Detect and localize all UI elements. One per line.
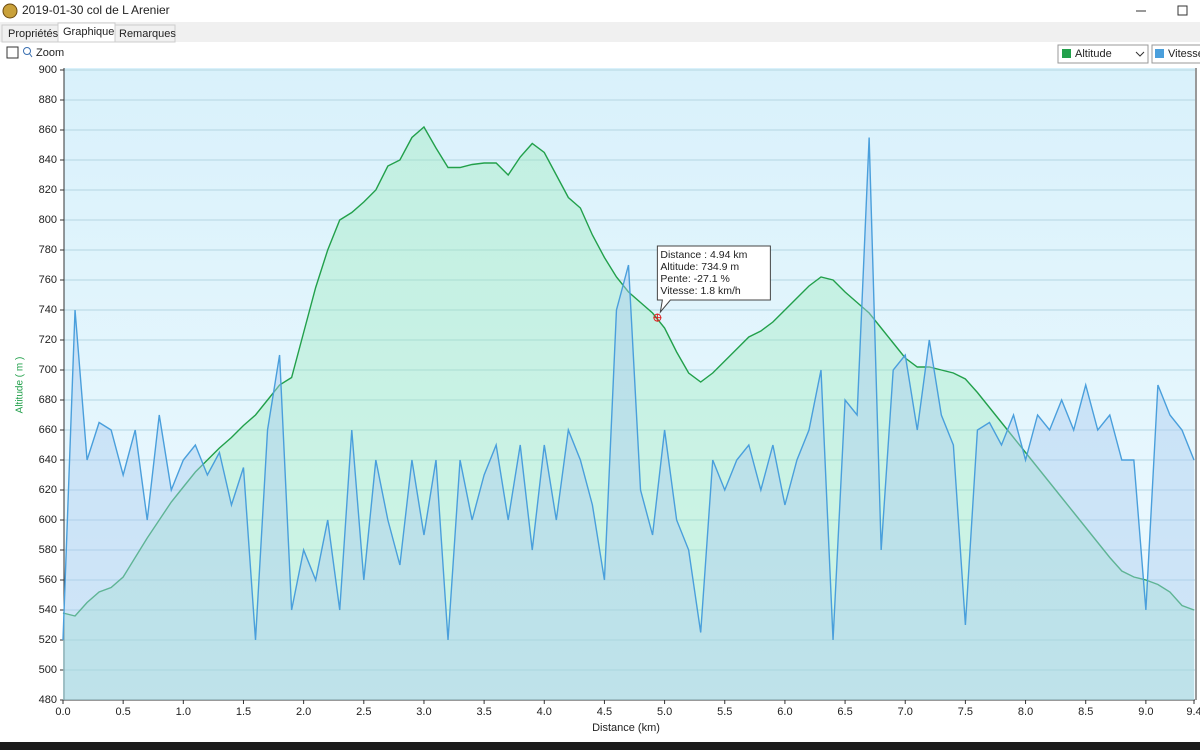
y-tick-label: 760 [39, 274, 57, 286]
dropdown-arrow [1135, 51, 1145, 57]
app-icon [2, 3, 18, 19]
y-tick-label: 720 [39, 334, 57, 346]
y-tick-label: 880 [39, 94, 57, 106]
legend-label: Vitesse [1168, 48, 1200, 60]
y-tick-label: 540 [39, 604, 57, 616]
y-tick-label: 660 [39, 424, 57, 436]
y-tick-label: 700 [39, 364, 57, 376]
x-tick-label: 8.0 [1018, 706, 1033, 718]
window-title: 2019-01-30 col de L Arenier [22, 3, 170, 17]
x-tick-label: 5.0 [657, 706, 672, 718]
x-tick-label: 6.0 [777, 706, 792, 718]
tooltip-line: Distance : 4.94 km [660, 249, 747, 261]
zoom-checkbox[interactable] [6, 46, 19, 59]
y-tick-label: 900 [39, 64, 57, 76]
x-tick-label: 2.0 [296, 706, 311, 718]
y-tick-label: 560 [39, 574, 57, 586]
title-bar [0, 0, 1200, 22]
zoom-icon [29, 53, 33, 58]
x-tick-label: 4.0 [537, 706, 552, 718]
series-dropdown[interactable] [1057, 44, 1149, 64]
tab-strip [0, 22, 1200, 42]
x-tick-label: 0.0 [55, 706, 70, 718]
x-tick-label: 7.0 [898, 706, 913, 718]
y-tick-label: 820 [39, 184, 57, 196]
y-tick-label: 840 [39, 154, 57, 166]
x-tick-label: 7.5 [958, 706, 973, 718]
zoom-label: Zoom [36, 47, 64, 59]
y-tick-label: 600 [39, 514, 57, 526]
x-tick-label: 8.5 [1078, 706, 1093, 718]
y-tick-label: 800 [39, 214, 57, 226]
area-fill [63, 137, 1194, 700]
area-fill [63, 127, 1194, 700]
y-axis-label: Altitude ( m ) [15, 357, 26, 414]
tooltip-line: Vitesse: 1.8 km/h [660, 285, 741, 297]
series-line [62, 125, 1195, 617]
tooltip-line: Altitude: 734.9 m [660, 261, 739, 273]
y-tick-label: 520 [39, 634, 57, 646]
x-tick-label: 3.5 [476, 706, 491, 718]
y-tick-label: 500 [39, 664, 57, 676]
y-tick-label: 860 [39, 124, 57, 136]
tab-label: Remarques [119, 28, 176, 40]
y-tick-label: 480 [39, 694, 57, 706]
x-tick-label: 6.5 [837, 706, 852, 718]
x-tick-label: 5.5 [717, 706, 732, 718]
restore-button[interactable] [1177, 5, 1188, 16]
legend-swatch [1062, 49, 1071, 58]
y-tick-label: 620 [39, 484, 57, 496]
x-tick-label: 4.5 [597, 706, 612, 718]
x-tick-label: 9.4 [1186, 706, 1200, 718]
tooltip-box [656, 245, 771, 314]
tooltip-line: Pente: -27.1 % [660, 273, 729, 285]
plot: 480 500 520 540 560 580 600 620 640 660 680 700 720 7… [15, 64, 1200, 734]
x-tick-label: 1.0 [176, 706, 191, 718]
zoom-icon [23, 47, 31, 55]
y-tick-label: 640 [39, 454, 57, 466]
x-tick-label: 2.5 [356, 706, 371, 718]
x-tick-label: 9.0 [1138, 706, 1153, 718]
taskbar [0, 742, 1200, 750]
y-tick-label: 740 [39, 304, 57, 316]
tab[interactable] [114, 24, 176, 43]
x-tick-label: 1.5 [236, 706, 251, 718]
legend-swatch [1155, 49, 1164, 58]
tab-label: Graphique [63, 26, 114, 38]
legend-label: Altitude [1075, 48, 1112, 60]
x-tick-label: 3.0 [416, 706, 431, 718]
tab-label: Propriétés [8, 28, 59, 40]
x-axis-label: Distance (km) [592, 722, 660, 734]
y-tick-label: 780 [39, 244, 57, 256]
y-tick-label: 580 [39, 544, 57, 556]
y-tick-label: 680 [39, 394, 57, 406]
x-tick-label: 0.5 [116, 706, 131, 718]
series-line [62, 137, 1195, 641]
